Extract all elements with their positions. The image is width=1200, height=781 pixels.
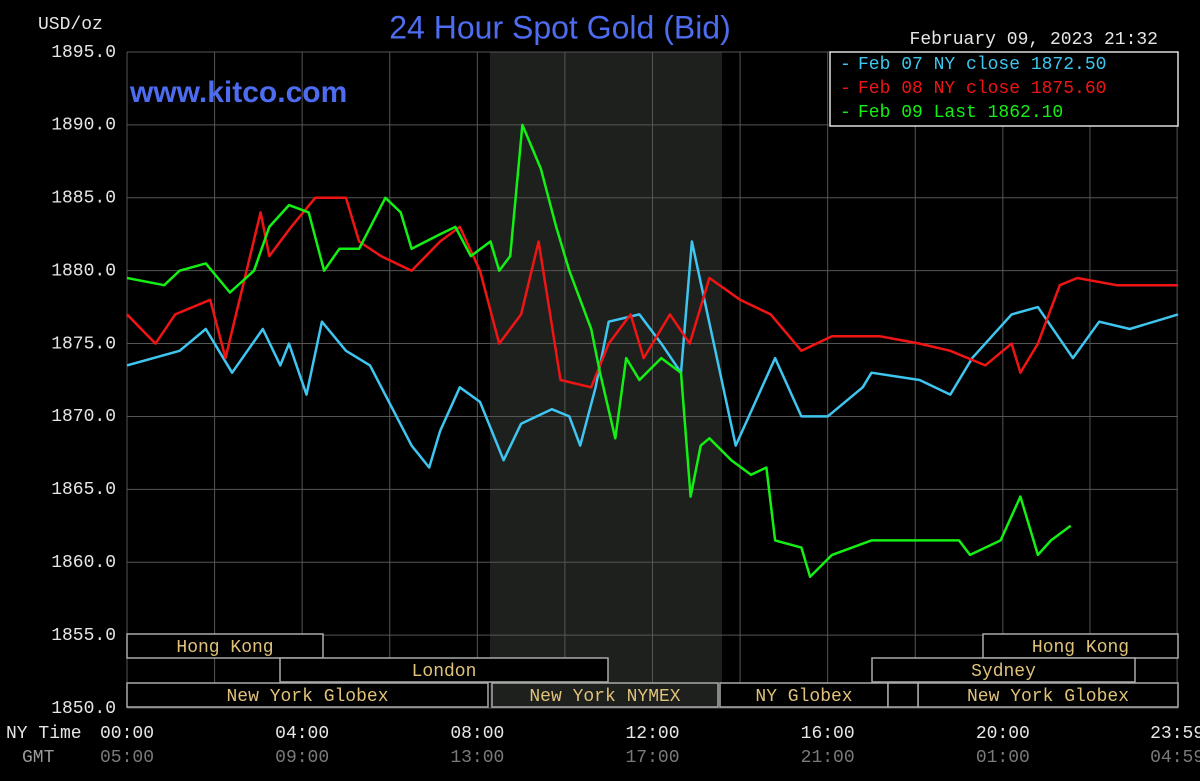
date: February 09, 2023 21:32: [910, 30, 1158, 50]
session-label: Hong Kong: [1032, 638, 1129, 658]
session-box: [279, 657, 609, 683]
watermark: www.kitco.com: [129, 76, 347, 109]
session-label: New York Globex: [226, 687, 388, 707]
x-tick-label: 12:00: [625, 724, 679, 744]
session-box: [871, 657, 1136, 683]
x2-tick-label: 04:59: [1150, 748, 1200, 768]
session-box: [126, 682, 489, 708]
x-tick-label: 16:00: [801, 724, 855, 744]
y-tick-label: 1860.0: [51, 553, 116, 573]
y-tick-label: 1850.0: [51, 699, 116, 719]
session-label: London: [412, 662, 477, 682]
chart-title: 24 Hour Spot Gold (Bid): [389, 9, 731, 45]
session-box: [917, 682, 1179, 708]
session-label: Hong Kong: [176, 638, 273, 658]
session-box: [982, 633, 1179, 659]
legend-marker: -: [840, 103, 851, 123]
legend-label: Feb 09 Last 1862.10: [858, 103, 1063, 123]
y-tick-label: 1890.0: [51, 116, 116, 136]
x2-tick-label: 09:00: [275, 748, 329, 768]
x-tick-label: 23:59: [1150, 724, 1200, 744]
y-tick-label: 1855.0: [51, 626, 116, 646]
y-tick-label: 1895.0: [51, 43, 116, 63]
legend-marker: -: [840, 79, 851, 99]
y-tick-label: 1880.0: [51, 261, 116, 281]
x2-tick-label: 21:00: [801, 748, 855, 768]
session-gap: [887, 682, 919, 708]
x2-axis-label: GMT: [22, 748, 55, 768]
series-line: [126, 196, 1178, 389]
session-box: [719, 682, 889, 708]
y-tick-label: 1885.0: [51, 189, 116, 209]
x-tick-label: 08:00: [450, 724, 504, 744]
x-tick-label: 04:00: [275, 724, 329, 744]
legend-label: Feb 07 NY close 1872.50: [858, 55, 1106, 75]
series-line: [126, 240, 1179, 469]
session-box: [126, 633, 324, 659]
legend-label: Feb 08 NY close 1875.60: [858, 79, 1106, 99]
session-box: [491, 682, 719, 708]
x-tick-label: 20:00: [976, 724, 1030, 744]
x2-tick-label: 05:00: [100, 748, 154, 768]
x-tick-label: 00:00: [100, 724, 154, 744]
session-label: Sydney: [971, 662, 1036, 682]
y-tick-label: 1865.0: [51, 480, 116, 500]
series-line: [126, 123, 1072, 579]
x2-tick-label: 17:00: [625, 748, 679, 768]
session-label: NY Globex: [755, 687, 852, 707]
y-tick-label: 1870.0: [51, 407, 116, 427]
x2-tick-label: 01:00: [976, 748, 1030, 768]
nymex-shade: [490, 52, 722, 708]
y-tick-label: 1875.0: [51, 334, 116, 354]
x2-tick-label: 13:00: [450, 748, 504, 768]
legend-marker: -: [840, 55, 851, 75]
legend-box: [829, 51, 1179, 127]
y-axis-label: USD/oz: [38, 15, 103, 35]
session-label: New York NYMEX: [529, 687, 680, 707]
x-axis-label: NY Time: [6, 724, 82, 744]
session-label: New York Globex: [967, 687, 1129, 707]
